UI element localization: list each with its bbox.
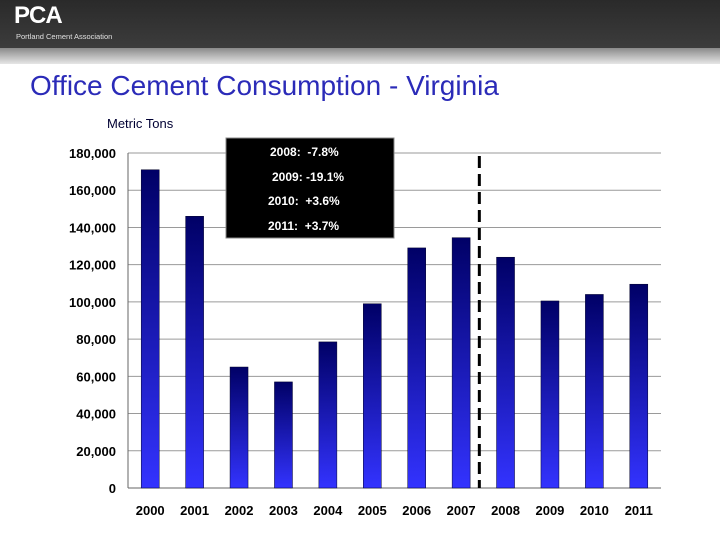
x-tick-label: 2000 xyxy=(136,503,165,518)
x-tick-label: 2001 xyxy=(180,503,209,518)
bar-2004 xyxy=(318,341,338,489)
x-tick-label: 2004 xyxy=(313,503,343,518)
header-band xyxy=(0,48,720,64)
annotation-2008: 2008: -7.8% xyxy=(270,145,339,159)
x-tick-label: 2005 xyxy=(358,503,387,518)
x-tick-label: 2006 xyxy=(402,503,431,518)
annotation-2010: 2010: +3.6% xyxy=(268,194,340,208)
y-tick-label: 80,000 xyxy=(76,332,116,347)
bar-2006 xyxy=(407,247,426,489)
bar-2003 xyxy=(274,381,293,489)
bar-2001 xyxy=(185,216,204,489)
bar-2011 xyxy=(629,283,649,489)
y-tick-label: 140,000 xyxy=(69,220,116,235)
y-tick-label: 60,000 xyxy=(76,369,116,384)
bar-2000 xyxy=(140,169,160,489)
y-tick-label: 120,000 xyxy=(69,258,116,273)
x-tick-label: 2002 xyxy=(225,503,254,518)
x-tick-label: 2007 xyxy=(447,503,476,518)
pca-logo: PCA xyxy=(14,2,63,29)
x-tick-label: 2003 xyxy=(269,503,298,518)
x-tick-label: 2011 xyxy=(625,503,653,518)
x-tick-label: 2010 xyxy=(580,503,609,518)
header-bar: PCA Portland Cement Association xyxy=(0,0,720,48)
bar-2005 xyxy=(363,303,382,489)
annotation-2009: 2009: -19.1% xyxy=(272,170,344,184)
y-axis-unit-label: Metric Tons xyxy=(107,116,174,131)
y-tick-label: 100,000 xyxy=(69,295,116,310)
gridlines xyxy=(127,152,661,489)
x-tick-label: 2008 xyxy=(491,503,520,518)
bar-2008 xyxy=(496,256,515,489)
bar-2002 xyxy=(229,366,249,489)
y-tick-label: 0 xyxy=(109,481,116,496)
x-axis-ticks: 2000 2001 2002 2003 2004 2005 2006 2007 2008 2009… xyxy=(136,503,653,518)
y-axis-ticks: 0 20,000 40,000 60,000 80,000 100,000 120,000 1… xyxy=(69,146,116,496)
y-tick-label: 180,000 xyxy=(69,146,116,161)
bars xyxy=(140,169,649,489)
page-title: Office Cement Consumption - Virginia xyxy=(30,70,499,101)
annotation-background xyxy=(225,137,395,239)
annotation-2011: 2011: +3.7% xyxy=(268,219,339,233)
y-tick-label: 20,000 xyxy=(76,444,116,459)
percent-change-box: 2008: -7.8% 2009: -19.1% 2010: +3.6% 201… xyxy=(225,137,395,239)
bar-2009 xyxy=(540,300,560,489)
x-tick-label: 2009 xyxy=(535,503,564,518)
bar-2007 xyxy=(451,237,471,489)
logo-subtitle: Portland Cement Association xyxy=(16,32,113,41)
y-tick-label: 40,000 xyxy=(76,407,116,422)
bar-2010 xyxy=(585,294,604,489)
y-tick-label: 160,000 xyxy=(69,183,116,198)
